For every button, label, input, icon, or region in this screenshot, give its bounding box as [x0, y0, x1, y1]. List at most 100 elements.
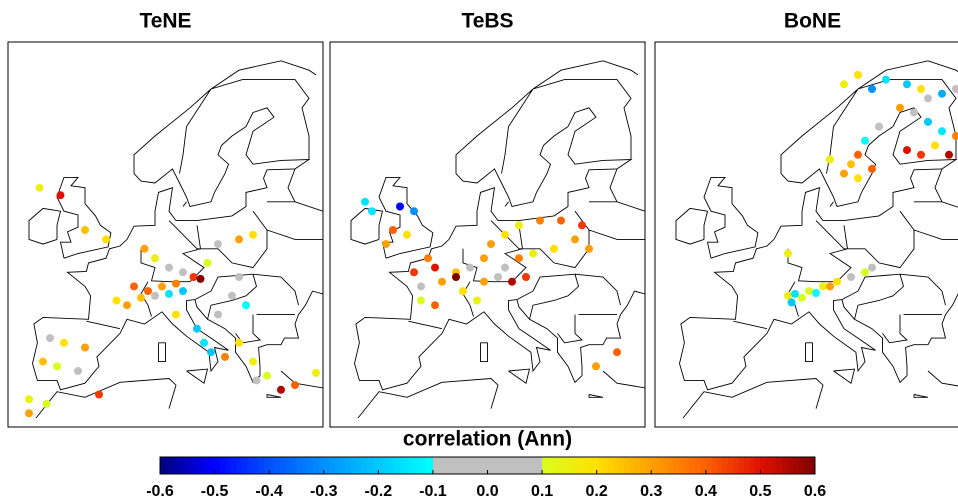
colorbar-cell — [618, 457, 625, 474]
colorbar-cell — [623, 457, 630, 474]
station-dot — [515, 254, 523, 263]
colorbar-cell — [487, 457, 494, 474]
colorbar-cell — [536, 457, 543, 474]
map-content — [350, 60, 645, 419]
station-dot — [861, 136, 869, 145]
colorbar-cell — [591, 457, 598, 474]
colorbar-cell — [613, 457, 619, 474]
station-dot — [473, 296, 481, 305]
station-dot — [854, 150, 862, 159]
colorbar-cell — [492, 457, 499, 474]
colorbar-cell — [694, 457, 701, 474]
station-dot — [193, 324, 201, 333]
colorbar-cell — [553, 457, 559, 474]
colorbar-cell — [296, 457, 303, 474]
station-dot — [410, 268, 418, 277]
colorbar-cell — [263, 457, 270, 474]
station-dot — [25, 395, 33, 404]
station-dot — [847, 273, 855, 281]
station-dot — [840, 80, 848, 89]
colorbar-cell — [209, 457, 215, 474]
colorbar-tick-label: -0.6 — [146, 483, 174, 500]
colorbar-tick-label: 0.6 — [804, 483, 826, 500]
station-dot — [130, 282, 138, 291]
station-dot — [494, 273, 502, 281]
colorbar-cell — [547, 457, 554, 474]
colorbar-cell — [656, 457, 663, 474]
station-dot — [249, 230, 257, 239]
station-dot — [235, 338, 243, 347]
colorbar-cell — [329, 457, 336, 474]
colorbar-cell — [542, 457, 548, 474]
colorbar-cell — [269, 457, 276, 474]
station-dot — [515, 221, 523, 230]
panel-title: TeBS — [461, 10, 513, 33]
colorbar-cell — [378, 457, 385, 474]
colorbar-cell — [465, 457, 472, 474]
colorbar-cell — [798, 457, 805, 474]
colorbar-cell — [667, 457, 674, 474]
station-dot — [833, 277, 841, 286]
colorbar-cell — [427, 457, 434, 474]
station-dot — [56, 191, 65, 200]
station-dot — [459, 287, 467, 296]
station-dot — [46, 334, 54, 343]
colorbar-cell — [782, 457, 789, 474]
colorbar-cell — [345, 457, 352, 474]
colorbar-cell — [804, 457, 810, 474]
colorbar-cell — [220, 457, 226, 474]
colorbar-cell — [372, 457, 379, 474]
station-dot — [557, 216, 565, 225]
colorbar-cell — [198, 457, 205, 474]
colorbar-cell — [520, 457, 527, 474]
station-dot — [200, 338, 208, 347]
colorbar-cell — [334, 457, 341, 474]
station-dot — [868, 263, 876, 272]
colorbar-cell — [678, 457, 685, 474]
station-dot — [165, 289, 173, 298]
colorbar-cell — [662, 457, 669, 474]
station-dot — [151, 254, 159, 263]
colorbar-cell — [176, 457, 183, 474]
colorbar-cell — [722, 457, 729, 474]
colorbar-tick-label: -0.2 — [365, 483, 393, 500]
colorbar-cell — [356, 457, 363, 474]
station-dot — [403, 230, 411, 239]
colorbar-cell — [596, 457, 603, 474]
station-dot — [938, 89, 946, 98]
colorbar-cell — [351, 457, 357, 474]
colorbar-cell — [449, 457, 456, 474]
colorbar-cell — [230, 457, 237, 474]
colorbar-cell — [580, 457, 587, 474]
station-dot — [501, 230, 509, 239]
colorbar-cell — [525, 457, 532, 474]
colorbar-tick-label: 0.1 — [531, 483, 553, 500]
station-dot — [938, 127, 946, 136]
colorbar-label: correlation (Ann) — [403, 428, 572, 451]
station-dot — [172, 279, 180, 288]
station-dot — [277, 385, 285, 394]
colorbar-cell — [634, 457, 641, 474]
station-dot — [952, 132, 958, 140]
station-dot — [252, 376, 261, 385]
colorbar-cell — [214, 457, 221, 474]
colorbar-cell — [514, 457, 521, 474]
station-dot — [368, 207, 376, 216]
colorbar-cell — [771, 457, 778, 474]
colorbar-tick-label: 0.0 — [476, 483, 498, 500]
station-dot — [165, 263, 173, 272]
coastline — [28, 60, 323, 419]
station-dot — [917, 85, 925, 93]
station-dot — [480, 254, 488, 263]
station-dot — [578, 221, 586, 230]
colorbar-cell — [416, 457, 423, 474]
station-dot — [137, 293, 145, 302]
station-dot — [466, 263, 474, 272]
colorbar-cell — [258, 457, 265, 474]
station-dot — [417, 282, 425, 291]
station-dot — [522, 273, 530, 281]
station-dot — [812, 289, 820, 297]
coastline — [350, 60, 645, 419]
